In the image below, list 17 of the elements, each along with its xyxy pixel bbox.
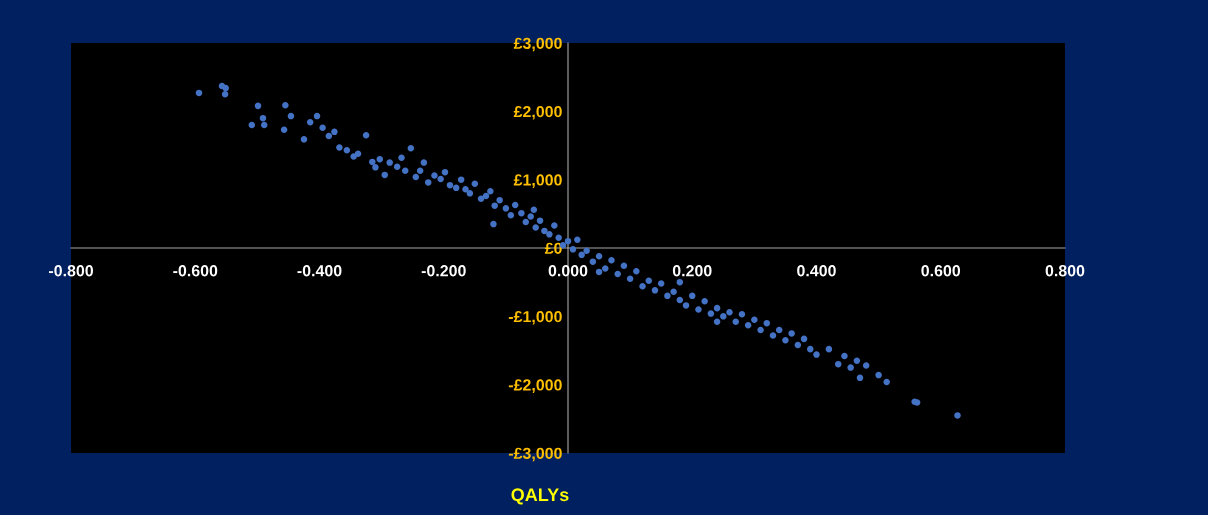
x-tick-label: 0.200: [672, 265, 712, 277]
x-tick-label: -0.800: [49, 265, 94, 277]
x-tick-label: 0.000: [548, 265, 588, 277]
y-tick-label: £3,000: [513, 37, 562, 52]
x-axis-title: QALYs: [511, 488, 569, 505]
x-tick-label: 0.800: [1045, 265, 1085, 277]
x-tick-label: 0.400: [797, 265, 836, 277]
y-tick-label: -£2,000: [508, 379, 562, 393]
x-tick-label: -0.200: [421, 265, 466, 277]
y-tick-label: £0: [544, 242, 562, 254]
x-tick-label: 0.600: [921, 265, 961, 277]
x-tick-label: -0.400: [297, 265, 342, 277]
y-tick-label: -£1,000: [508, 310, 562, 325]
y-tick-label: -£3,000: [508, 447, 562, 462]
y-tick-label: £1,000: [513, 174, 562, 188]
x-tick-label: -0.600: [173, 265, 218, 277]
y-tick-label: £2,000: [513, 105, 562, 120]
